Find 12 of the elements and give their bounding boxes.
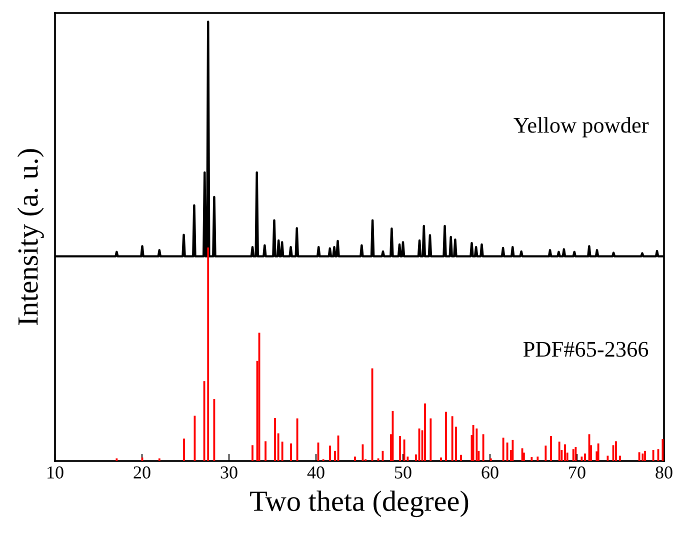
annotation: Yellow powder — [514, 117, 649, 138]
annotation: PDF#65-2366 — [523, 342, 648, 357]
x-tick-label: 70 — [569, 466, 586, 479]
x-tick-label: 10 — [48, 466, 64, 479]
x-tick-label: 30 — [220, 466, 238, 479]
x-tick-label: 50 — [395, 466, 412, 479]
x-tick-label: 40 — [307, 466, 324, 479]
x-axis-title: Two theta (degree) — [250, 490, 468, 518]
x-tick-label: 80 — [656, 466, 672, 479]
x-tick-label: 20 — [134, 466, 150, 479]
y-axis-title: Intensity (a. u.) — [17, 149, 44, 326]
x-tick-label: 60 — [482, 466, 498, 479]
